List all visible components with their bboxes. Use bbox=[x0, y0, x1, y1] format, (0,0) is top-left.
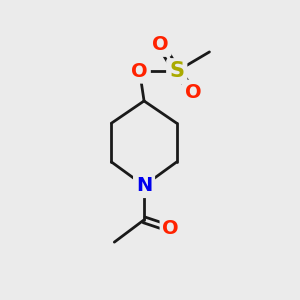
Text: O: O bbox=[185, 82, 201, 101]
Text: N: N bbox=[136, 176, 152, 195]
Text: S: S bbox=[169, 61, 184, 81]
Text: O: O bbox=[131, 62, 148, 81]
Text: O: O bbox=[152, 35, 169, 54]
Text: O: O bbox=[163, 219, 179, 238]
